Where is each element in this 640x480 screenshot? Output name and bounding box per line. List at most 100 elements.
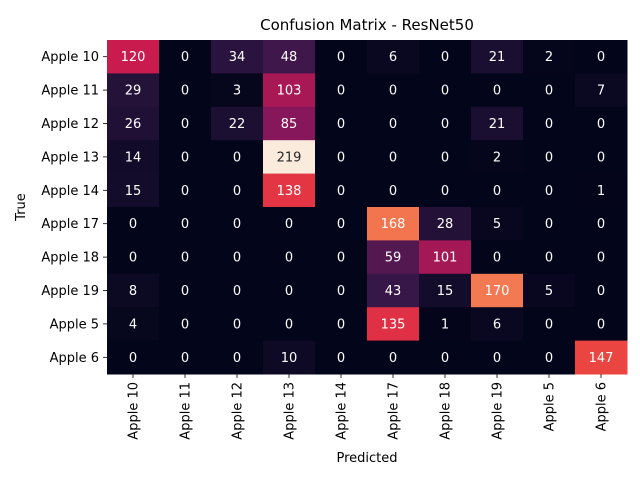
cell-value-label-r2-c0: 26 bbox=[125, 117, 142, 132]
cell-value-label-r5-c9: 0 bbox=[597, 217, 605, 232]
cell-value-label-r6-c2: 0 bbox=[233, 251, 241, 266]
cell-value-label-r9-c9: 147 bbox=[589, 351, 614, 366]
cell-value-label-r1-c6: 0 bbox=[441, 84, 449, 99]
heatmap-cell-r5-c3 bbox=[263, 207, 316, 241]
heatmap-cell-r7-c7 bbox=[471, 273, 524, 308]
heatmap-cell-r3-c1 bbox=[159, 140, 212, 175]
cell-value-label-r2-c6: 0 bbox=[441, 117, 449, 132]
heatmap-cell-r0-c9 bbox=[575, 40, 628, 74]
heatmap-cell-r0-c2 bbox=[211, 40, 264, 74]
heatmap-cell-r2-c5 bbox=[367, 106, 420, 141]
heatmap-cell-r7-c8 bbox=[523, 273, 576, 308]
x-tick-label: Apple 19 bbox=[491, 382, 506, 440]
heatmap-cell-r1-c9 bbox=[575, 73, 628, 108]
cell-value-label-r6-c7: 0 bbox=[493, 251, 501, 266]
cell-value-label-r5-c3: 0 bbox=[285, 217, 293, 232]
heatmap-cell-r5-c5 bbox=[367, 207, 420, 241]
cell-value-label-r7-c1: 0 bbox=[181, 284, 189, 299]
cell-value-label-r8-c5: 135 bbox=[381, 317, 406, 332]
y-tick-label: Apple 19 bbox=[41, 284, 99, 299]
cell-value-label-r3-c1: 0 bbox=[181, 150, 189, 165]
heatmap-cell-r2-c9 bbox=[575, 106, 628, 141]
heatmap-cell-r6-c0 bbox=[107, 240, 160, 275]
heatmap-cell-r0-c7 bbox=[471, 40, 524, 74]
heatmap-cell-r3-c4 bbox=[315, 140, 368, 175]
cell-value-label-r9-c0: 0 bbox=[129, 351, 137, 366]
heatmap-cell-r3-c3 bbox=[263, 140, 316, 175]
heatmap-cell-r4-c6 bbox=[419, 173, 472, 208]
cell-value-label-r1-c2: 3 bbox=[233, 84, 241, 99]
heatmap-cell-r3-c6 bbox=[419, 140, 472, 175]
heatmap-cell-r1-c1 bbox=[159, 73, 212, 108]
heatmap-cell-r5-c1 bbox=[159, 207, 212, 241]
heatmap-cell-r7-c3 bbox=[263, 273, 316, 308]
cell-value-label-r1-c1: 0 bbox=[181, 84, 189, 99]
heatmap-cell-r9-c3 bbox=[263, 340, 316, 375]
heatmap-cell-r8-c5 bbox=[367, 307, 420, 342]
cell-value-label-r5-c4: 0 bbox=[337, 217, 345, 232]
cell-value-label-r5-c0: 0 bbox=[129, 217, 137, 232]
x-tick-label: Apple 12 bbox=[231, 382, 246, 440]
heatmap-cell-r6-c4 bbox=[315, 240, 368, 275]
cell-value-label-r4-c3: 138 bbox=[277, 184, 302, 199]
cell-value-label-r8-c3: 0 bbox=[285, 317, 293, 332]
cell-value-label-r5-c1: 0 bbox=[181, 217, 189, 232]
heatmap-cell-r4-c2 bbox=[211, 173, 264, 208]
cell-value-label-r4-c1: 0 bbox=[181, 184, 189, 199]
cell-value-label-r1-c7: 0 bbox=[493, 84, 501, 99]
y-tick-label: Apple 6 bbox=[50, 351, 99, 366]
cell-value-label-r3-c4: 0 bbox=[337, 150, 345, 165]
cell-value-label-r7-c7: 170 bbox=[485, 284, 510, 299]
cell-value-label-r6-c3: 0 bbox=[285, 251, 293, 266]
heatmap-cell-r6-c7 bbox=[471, 240, 524, 275]
x-tick-label: Apple 17 bbox=[387, 382, 402, 440]
heatmap-cell-r4-c7 bbox=[471, 173, 524, 208]
heatmap-cell-r2-c4 bbox=[315, 106, 368, 141]
x-tick-label: Apple 10 bbox=[127, 382, 142, 440]
cell-value-label-r9-c2: 0 bbox=[233, 351, 241, 366]
cell-value-label-r7-c3: 0 bbox=[285, 284, 293, 299]
heatmap-cell-r9-c7 bbox=[471, 340, 524, 375]
heatmap-cell-r1-c0 bbox=[107, 73, 160, 108]
heatmap-cell-r4-c1 bbox=[159, 173, 212, 208]
heatmap-cell-r1-c8 bbox=[523, 73, 576, 108]
cell-value-label-r2-c5: 0 bbox=[389, 117, 397, 132]
y-tick-label: Apple 13 bbox=[41, 150, 99, 165]
y-tick-label: Apple 17 bbox=[41, 217, 99, 232]
x-tick-labels: Apple 10 Apple 11 Apple 12 Apple 13 Apple 14… bbox=[127, 374, 610, 440]
y-tick-label: Apple 5 bbox=[50, 317, 99, 332]
heatmap-cell-r1-c5 bbox=[367, 73, 420, 108]
cell-value-label-r1-c4: 0 bbox=[337, 84, 345, 99]
heatmap-cell-r8-c9 bbox=[575, 307, 628, 342]
heatmap-cell-r9-c8 bbox=[523, 340, 576, 375]
cell-value-label-r3-c0: 14 bbox=[125, 150, 142, 165]
cell-value-label-r9-c6: 0 bbox=[441, 351, 449, 366]
heatmap-cell-r9-c0 bbox=[107, 340, 160, 375]
cell-value-label-r1-c9: 7 bbox=[597, 84, 605, 99]
heatmap-cell-r8-c7 bbox=[471, 307, 524, 342]
cell-value-label-r3-c5: 0 bbox=[389, 150, 397, 165]
heatmap-cells: 120 0 34 48 0 6 0 21 2 029 0 3 103 0 0 0 0 0 726 0 22 85 0 0 0 21… bbox=[107, 40, 628, 375]
heatmap-cell-r7-c4 bbox=[315, 273, 368, 308]
y-tick-label: Apple 10 bbox=[41, 50, 99, 65]
cell-value-label-r9-c4: 0 bbox=[337, 351, 345, 366]
cell-value-label-r9-c1: 0 bbox=[181, 351, 189, 366]
x-tick-label: Apple 5 bbox=[543, 382, 558, 431]
heatmap-cell-r0-c0 bbox=[107, 40, 160, 74]
cell-value-label-r6-c5: 59 bbox=[385, 251, 402, 266]
cell-value-label-r5-c8: 0 bbox=[545, 217, 553, 232]
cell-value-label-r7-c9: 0 bbox=[597, 284, 605, 299]
cell-value-label-r8-c1: 0 bbox=[181, 317, 189, 332]
cell-value-label-r6-c9: 0 bbox=[597, 251, 605, 266]
heatmap-cell-r2-c3 bbox=[263, 106, 316, 141]
heatmap-cell-r3-c9 bbox=[575, 140, 628, 175]
heatmap-cell-r6-c9 bbox=[575, 240, 628, 275]
cell-value-label-r1-c3: 103 bbox=[277, 84, 302, 99]
cell-value-label-r2-c7: 21 bbox=[489, 117, 506, 132]
cell-value-label-r6-c4: 0 bbox=[337, 251, 345, 266]
x-tick-label: Apple 11 bbox=[179, 382, 194, 440]
heatmap-cell-r2-c8 bbox=[523, 106, 576, 141]
x-axis-label: Predicted bbox=[336, 451, 397, 466]
heatmap-cell-r5-c8 bbox=[523, 207, 576, 241]
heatmap-cell-r4-c3 bbox=[263, 173, 316, 208]
